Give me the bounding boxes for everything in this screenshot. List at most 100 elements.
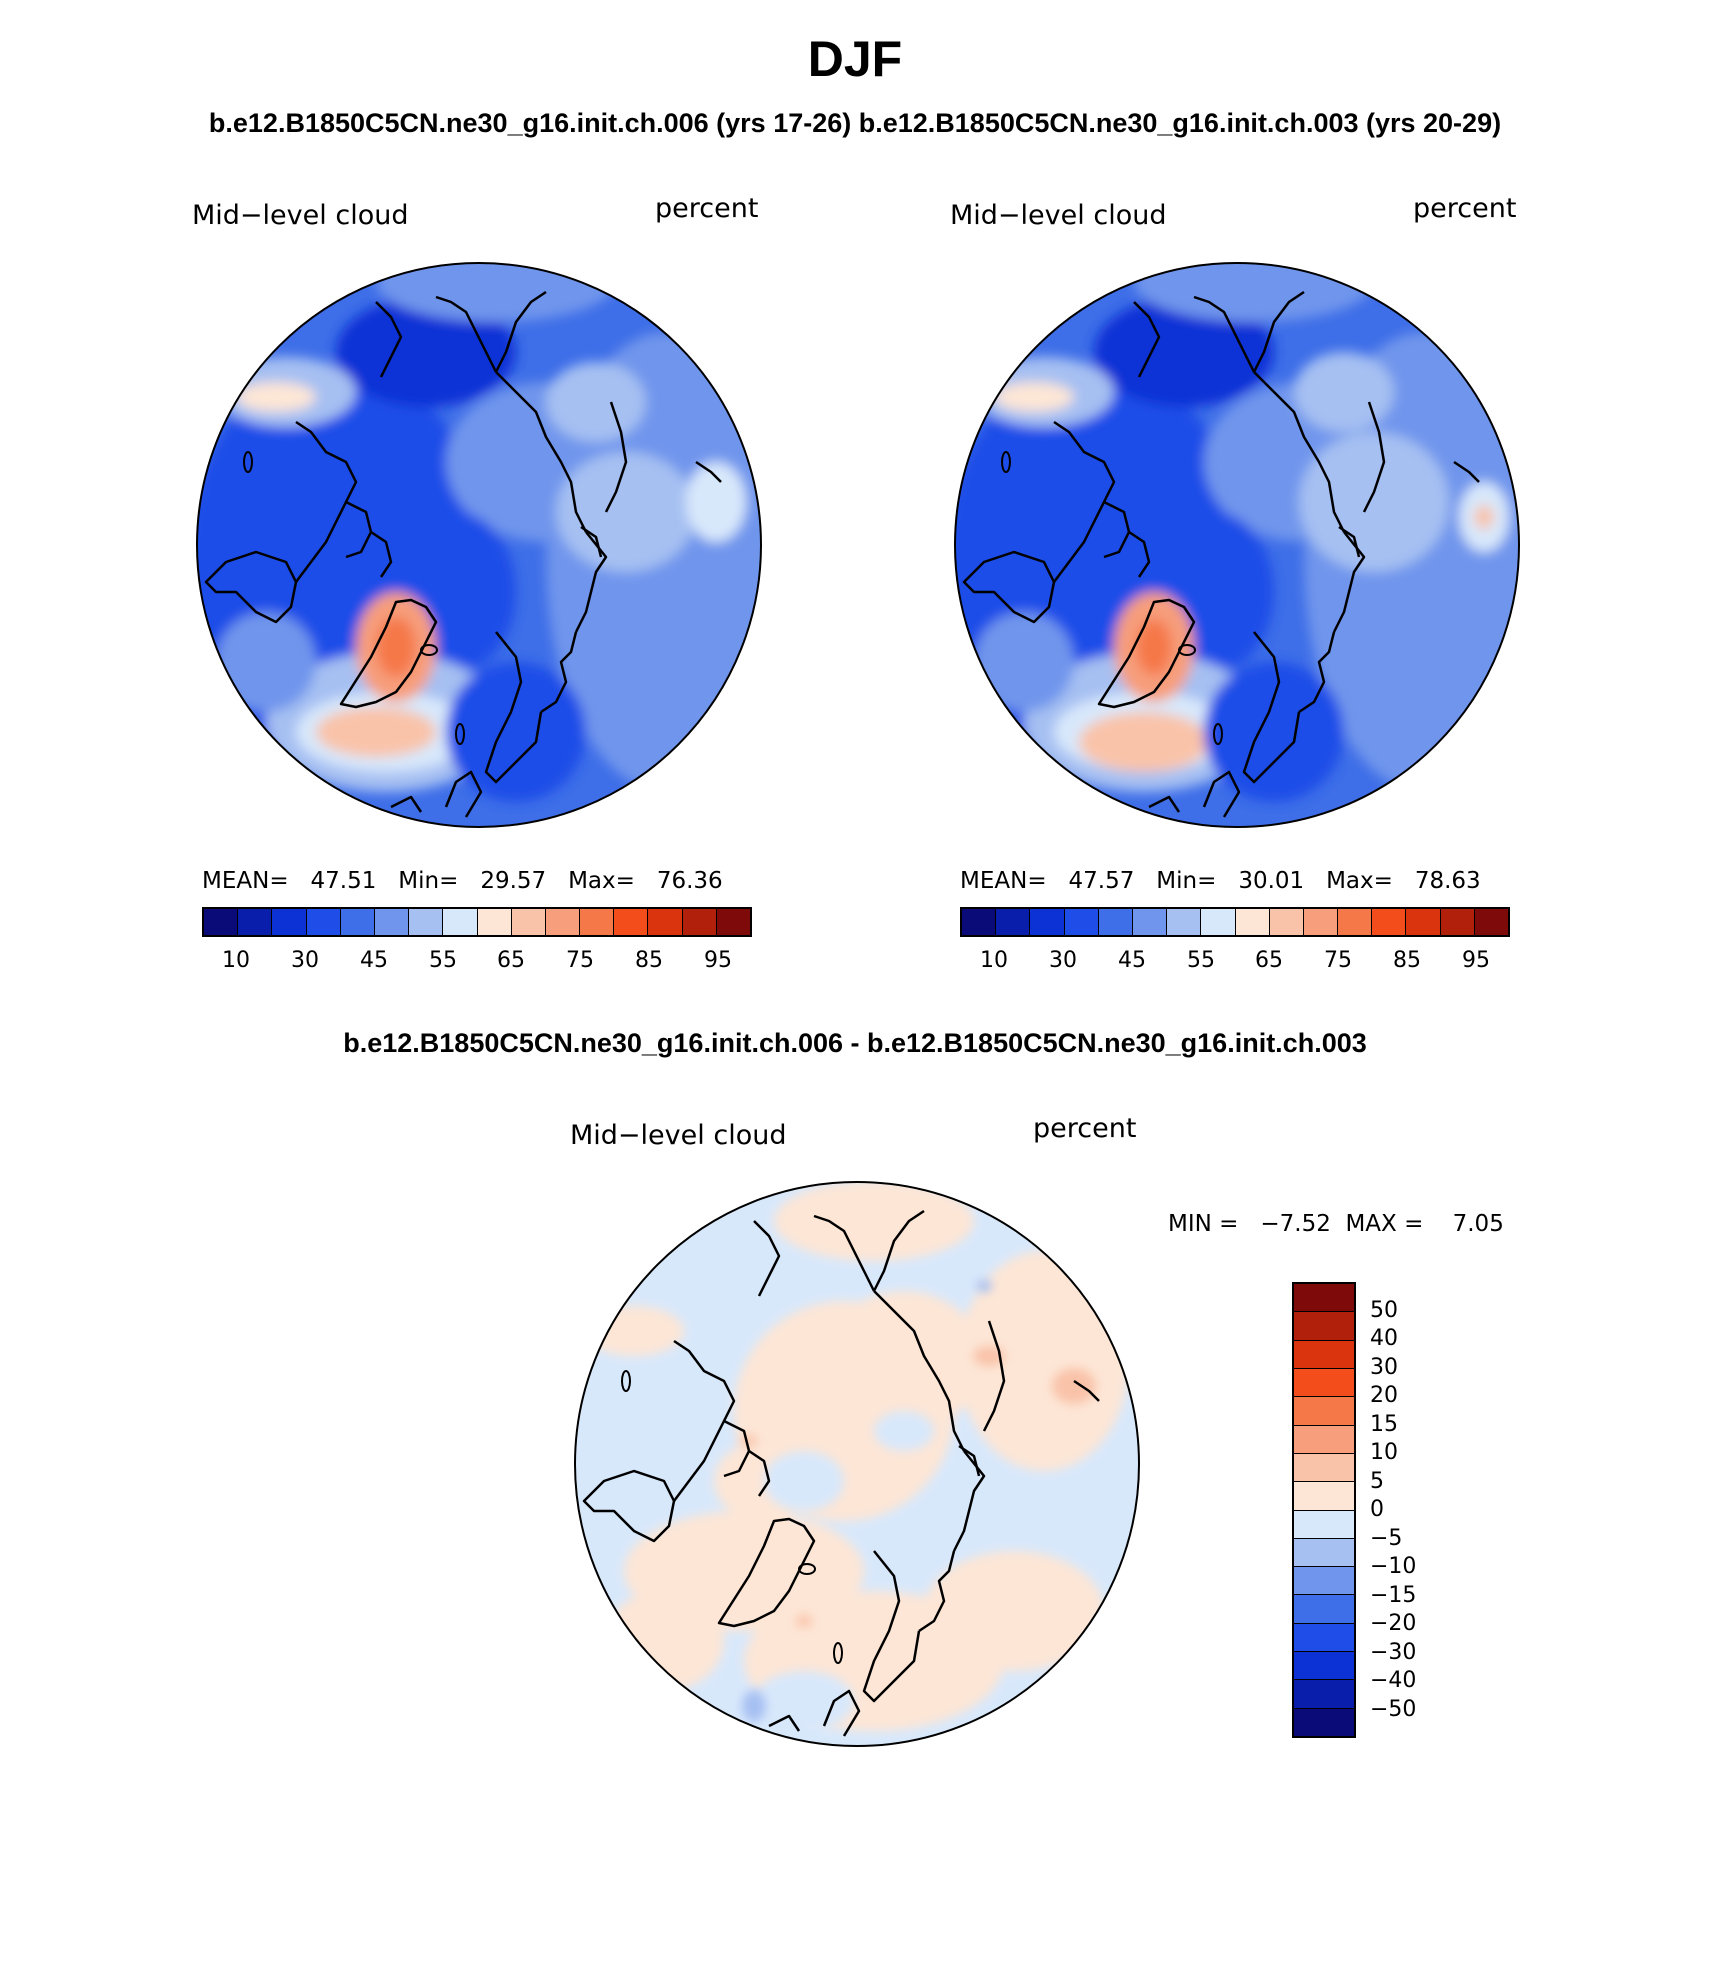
cbar1-swatch-2 [238, 909, 273, 935]
case-pair-title: b.e12.B1850C5CN.ne30_g16.init.ch.006 (yr… [208, 108, 1502, 138]
panel-2-stats: MEAN= 47.57 Min= 30.01 Max= 78.63 [960, 868, 1481, 894]
panel-2-polar-map [954, 262, 1520, 828]
cbar1-swatch-9 [477, 909, 512, 935]
cbar3-swatch-9 [1294, 1510, 1354, 1539]
cbar3-tick: −20 [1370, 1611, 1417, 1636]
cbar2-swatch-7 [1167, 909, 1202, 935]
cbar1-swatch-10 [511, 909, 546, 935]
panel-2-colorbar [960, 907, 1510, 937]
cbar1-swatch-7 [409, 909, 444, 935]
cbar3-swatch-7 [1294, 1453, 1354, 1483]
panel-1-stats: MEAN= 47.51 Min= 29.57 Max= 76.36 [202, 868, 723, 894]
cbar3-tick: −40 [1370, 1668, 1417, 1693]
cbar1-swatch-15 [682, 909, 717, 935]
cbar1-swatch-6 [374, 909, 410, 935]
panel-3-variable: Mid−level cloud [570, 1120, 787, 1151]
cbar3-swatch-11 [1294, 1567, 1354, 1596]
panel-3-units: percent [1033, 1113, 1137, 1144]
cbar3-tick: −30 [1370, 1640, 1417, 1665]
cbar2-swatch-13 [1372, 909, 1407, 935]
cbar1-swatch-8 [443, 909, 478, 935]
cbar2-swatch-16 [1474, 909, 1508, 935]
cbar2-tick: 95 [1462, 948, 1490, 973]
cbar2-swatch-15 [1440, 909, 1475, 935]
cbar1-swatch-3 [272, 909, 307, 935]
panel-1-colorbar [202, 907, 752, 937]
cbar3-tick: 50 [1370, 1298, 1398, 1323]
panel-2-map [954, 262, 1520, 828]
cbar2-swatch-8 [1201, 909, 1236, 935]
panel-3-map [574, 1181, 1140, 1747]
panel-1-map [196, 262, 762, 828]
cbar2-swatch-3 [1030, 909, 1065, 935]
cbar3-tick: 0 [1370, 1497, 1384, 1522]
cbar2-swatch-14 [1406, 909, 1441, 935]
cbar1-tick: 10 [222, 948, 250, 973]
cbar1-tick: 30 [291, 948, 319, 973]
cbar3-swatch-13 [1294, 1623, 1354, 1653]
cbar1-tick: 65 [497, 948, 525, 973]
figure-title: DJF [807, 31, 903, 87]
cbar3-tick: 15 [1370, 1412, 1398, 1437]
cbar3-tick: 10 [1370, 1440, 1398, 1465]
cbar3-tick: −5 [1370, 1526, 1403, 1551]
cbar1-swatch-1 [204, 909, 239, 935]
cbar3-swatch-8 [1294, 1482, 1354, 1511]
cbar2-swatch-5 [1098, 909, 1133, 935]
cbar2-tick: 10 [980, 948, 1008, 973]
cbar2-swatch-6 [1132, 909, 1168, 935]
panel-1-polar-map [196, 262, 762, 828]
cbar3-swatch-5 [1294, 1397, 1354, 1426]
cbar2-swatch-4 [1064, 909, 1099, 935]
cbar3-swatch-2 [1294, 1312, 1354, 1341]
cbar1-swatch-16 [716, 909, 750, 935]
cbar1-tick: 95 [704, 948, 732, 973]
panel-1-units: percent [655, 193, 759, 224]
cbar2-tick: 30 [1049, 948, 1077, 973]
cbar2-tick: 45 [1118, 948, 1146, 973]
cbar1-tick: 75 [566, 948, 594, 973]
cbar2-tick: 75 [1324, 948, 1352, 973]
cbar3-tick: 20 [1370, 1383, 1398, 1408]
cbar3-swatch-1 [1294, 1284, 1354, 1313]
cbar3-tick: −15 [1370, 1583, 1417, 1608]
cbar3-swatch-3 [1294, 1340, 1354, 1369]
cbar3-tick: 5 [1370, 1469, 1384, 1494]
cbar2-swatch-11 [1303, 909, 1339, 935]
cbar3-swatch-4 [1294, 1368, 1354, 1398]
cbar3-swatch-14 [1294, 1652, 1354, 1681]
cbar3-swatch-10 [1294, 1538, 1354, 1568]
cbar3-swatch-6 [1294, 1425, 1354, 1454]
cbar3-swatch-12 [1294, 1595, 1354, 1624]
difference-title: b.e12.B1850C5CN.ne30_g16.init.ch.006 - b… [343, 1028, 1367, 1058]
cbar1-tick: 45 [360, 948, 388, 973]
cbar2-swatch-10 [1269, 909, 1304, 935]
cbar2-tick: 85 [1393, 948, 1421, 973]
cbar1-tick: 55 [429, 948, 457, 973]
cbar1-tick: 85 [635, 948, 663, 973]
cbar3-swatch-16 [1294, 1708, 1354, 1736]
cbar3-swatch-15 [1294, 1680, 1354, 1709]
cbar2-tick: 65 [1255, 948, 1283, 973]
panel-2-units: percent [1413, 193, 1517, 224]
panel-1-variable: Mid−level cloud [192, 200, 409, 231]
panel-3-stats: MIN = −7.52 MAX = 7.05 [1168, 1211, 1504, 1237]
cbar3-tick: −10 [1370, 1554, 1417, 1579]
cbar2-swatch-12 [1338, 909, 1373, 935]
cbar1-swatch-14 [648, 909, 683, 935]
cbar2-swatch-9 [1235, 909, 1270, 935]
cbar3-tick: 30 [1370, 1355, 1398, 1380]
cbar1-swatch-12 [580, 909, 615, 935]
cbar2-swatch-1 [962, 909, 997, 935]
cbar3-tick: 40 [1370, 1326, 1398, 1351]
panel-3-polar-map [574, 1181, 1140, 1747]
cbar1-swatch-13 [614, 909, 649, 935]
cbar1-swatch-11 [545, 909, 581, 935]
cbar2-tick: 55 [1187, 948, 1215, 973]
panel-2-variable: Mid−level cloud [950, 200, 1167, 231]
cbar3-tick: −50 [1370, 1697, 1417, 1722]
cbar2-swatch-2 [996, 909, 1031, 935]
difference-colorbar [1292, 1282, 1356, 1738]
cbar1-swatch-4 [306, 909, 341, 935]
cbar1-swatch-5 [340, 909, 375, 935]
